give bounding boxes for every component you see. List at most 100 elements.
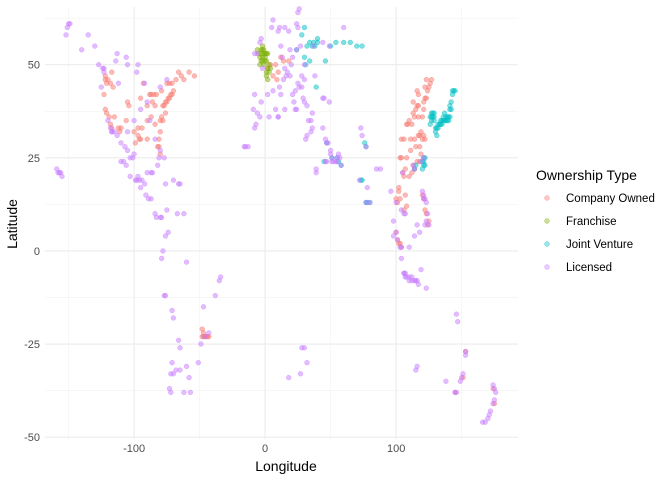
data-point bbox=[270, 88, 276, 94]
data-point bbox=[67, 21, 73, 27]
data-point bbox=[283, 73, 289, 79]
data-point bbox=[155, 162, 161, 168]
data-point bbox=[453, 311, 460, 317]
data-point bbox=[403, 155, 410, 161]
data-point bbox=[390, 233, 397, 239]
y-tick-label: -25 bbox=[24, 339, 40, 351]
data-point bbox=[278, 91, 284, 98]
data-point bbox=[359, 43, 365, 49]
data-point bbox=[337, 155, 343, 161]
data-point bbox=[299, 32, 305, 38]
data-point bbox=[398, 244, 405, 250]
data-point bbox=[417, 144, 423, 150]
data-point bbox=[158, 255, 165, 262]
data-point bbox=[326, 43, 332, 49]
data-point bbox=[118, 125, 124, 131]
data-point bbox=[321, 95, 327, 101]
data-point bbox=[397, 155, 403, 161]
data-point bbox=[288, 62, 294, 68]
data-point bbox=[297, 43, 304, 49]
data-point bbox=[191, 73, 198, 79]
legend-key bbox=[544, 264, 550, 270]
data-point bbox=[293, 106, 300, 113]
data-point bbox=[165, 229, 171, 235]
data-point bbox=[276, 84, 283, 90]
data-point bbox=[299, 84, 305, 90]
data-point bbox=[270, 17, 276, 23]
data-point bbox=[105, 76, 111, 83]
data-point bbox=[173, 76, 179, 83]
data-point bbox=[174, 211, 180, 217]
x-tick-label: -100 bbox=[123, 443, 145, 455]
data-point bbox=[377, 166, 384, 172]
data-point bbox=[359, 132, 365, 139]
data-point bbox=[304, 360, 310, 366]
data-point bbox=[149, 170, 156, 176]
data-point bbox=[162, 233, 169, 239]
data-point bbox=[151, 91, 157, 98]
data-point bbox=[388, 188, 394, 194]
data-point bbox=[144, 99, 150, 105]
data-point bbox=[279, 54, 285, 60]
data-point bbox=[286, 374, 292, 381]
data-point bbox=[137, 136, 144, 142]
data-point bbox=[118, 158, 124, 165]
data-point bbox=[158, 114, 165, 120]
data-point bbox=[301, 24, 308, 31]
data-point bbox=[183, 259, 190, 265]
legend-key bbox=[544, 241, 550, 247]
data-point bbox=[157, 147, 163, 154]
data-point bbox=[402, 211, 408, 217]
data-point bbox=[131, 117, 137, 124]
data-point bbox=[152, 103, 158, 109]
data-point bbox=[341, 24, 347, 31]
data-point bbox=[149, 99, 156, 105]
data-point bbox=[105, 117, 111, 124]
data-point bbox=[109, 69, 115, 75]
data-point bbox=[457, 378, 463, 384]
data-point bbox=[415, 132, 422, 139]
data-point bbox=[289, 91, 296, 98]
data-point bbox=[157, 84, 163, 90]
data-point bbox=[419, 166, 426, 172]
data-point bbox=[152, 121, 158, 127]
data-point bbox=[135, 62, 141, 68]
data-point bbox=[169, 307, 175, 314]
data-point bbox=[291, 99, 297, 105]
data-point bbox=[398, 255, 405, 262]
data-point bbox=[297, 371, 304, 377]
data-point bbox=[111, 114, 118, 120]
data-point bbox=[178, 73, 184, 79]
y-tick-labels: -50 -25 0 25 50 bbox=[24, 60, 40, 444]
data-point bbox=[364, 184, 370, 191]
data-point bbox=[276, 24, 283, 31]
data-point bbox=[54, 166, 60, 172]
data-point bbox=[485, 415, 491, 422]
data-point bbox=[307, 58, 313, 64]
data-point bbox=[127, 173, 133, 180]
data-point bbox=[320, 125, 326, 131]
data-point bbox=[175, 337, 182, 343]
data-point bbox=[312, 73, 318, 79]
data-points bbox=[54, 6, 499, 425]
data-point bbox=[263, 50, 270, 57]
data-point bbox=[170, 177, 177, 183]
data-point bbox=[393, 199, 399, 206]
data-point bbox=[435, 125, 441, 131]
data-point bbox=[64, 24, 70, 31]
data-point bbox=[413, 106, 419, 113]
data-point bbox=[187, 389, 194, 396]
data-point bbox=[455, 319, 461, 325]
x-tick-label: 100 bbox=[387, 443, 405, 455]
y-tick-label: 25 bbox=[28, 153, 40, 165]
data-point bbox=[177, 181, 183, 187]
data-point bbox=[313, 166, 319, 172]
data-point bbox=[309, 110, 315, 116]
data-point bbox=[114, 50, 120, 57]
minor-gridlines bbox=[45, 7, 518, 439]
data-point bbox=[139, 177, 145, 183]
data-point bbox=[460, 371, 466, 377]
data-point bbox=[101, 91, 107, 98]
data-point bbox=[301, 54, 308, 60]
